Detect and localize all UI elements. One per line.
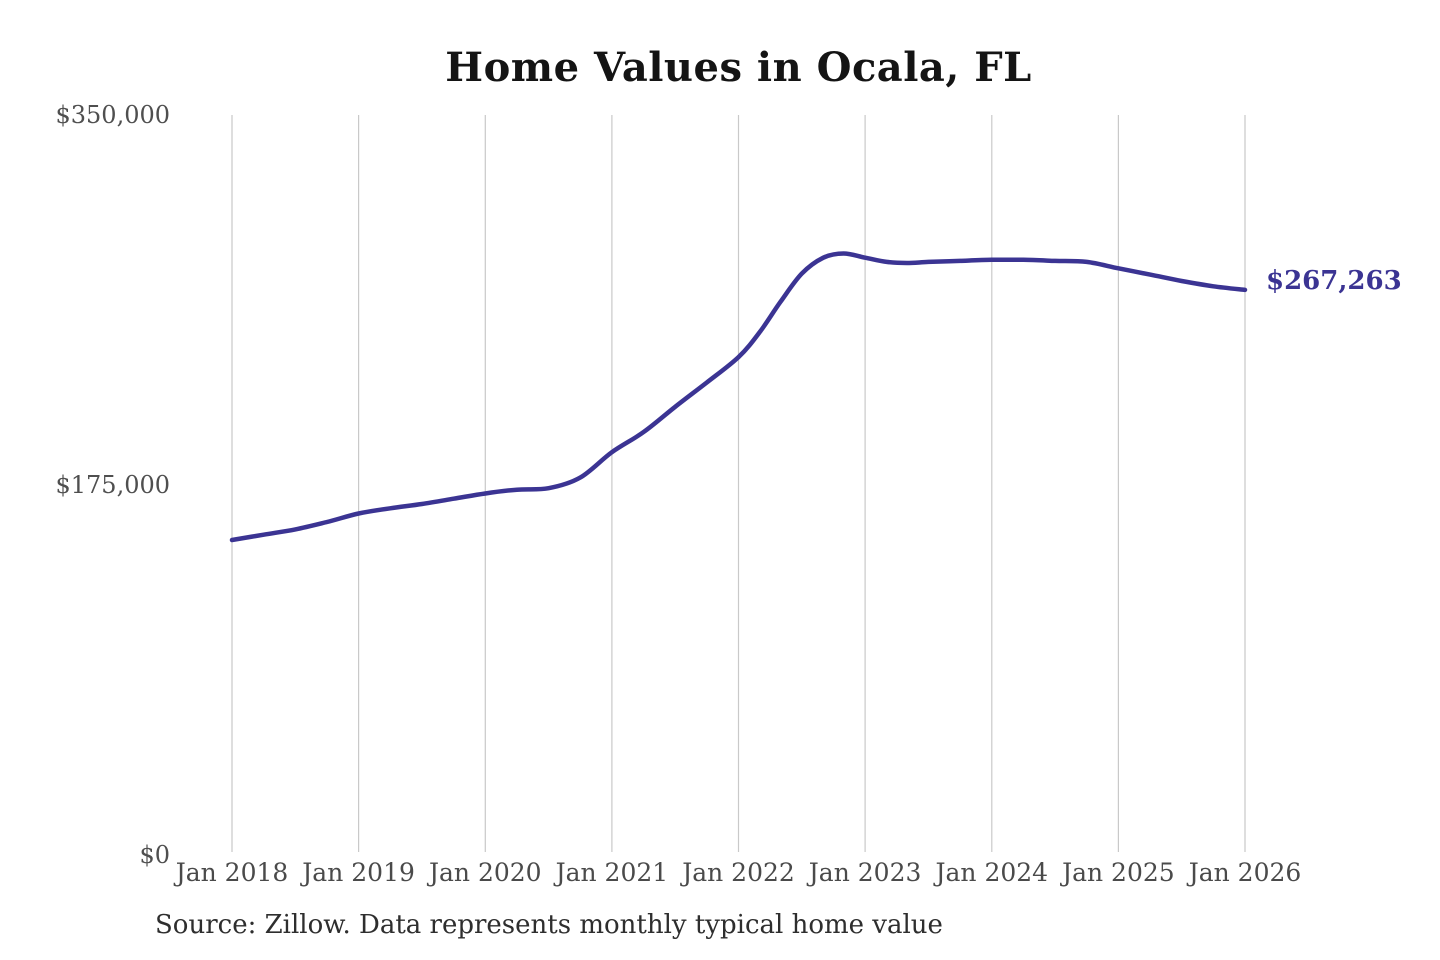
source-note: Source: Zillow. Data represents monthly … bbox=[155, 910, 943, 940]
x-tick-jan-2024: Jan 2024 bbox=[935, 858, 1049, 887]
x-tick-jan-2023: Jan 2023 bbox=[808, 858, 922, 887]
y-tick-350000: $350,000 bbox=[55, 101, 170, 129]
x-tick-jan-2026: Jan 2026 bbox=[1188, 858, 1302, 887]
x-tick-jan-2019: Jan 2019 bbox=[302, 858, 415, 887]
latest-value-annotation: $267,263 bbox=[1266, 266, 1402, 296]
x-tick-jan-2022: Jan 2022 bbox=[682, 858, 795, 887]
x-tick-jan-2025: Jan 2025 bbox=[1062, 858, 1175, 887]
y-tick-0: $0 bbox=[139, 841, 170, 869]
x-tick-jan-2018: Jan 2018 bbox=[175, 858, 289, 887]
chart-title: Home Values in Ocala, FL bbox=[445, 44, 1032, 91]
home-value-line bbox=[229, 251, 1248, 543]
y-tick-175000: $175,000 bbox=[55, 471, 170, 499]
vertical-gridlines bbox=[231, 115, 1246, 852]
x-tick-jan-2020: Jan 2020 bbox=[428, 858, 542, 887]
x-tick-jan-2021: Jan 2021 bbox=[555, 858, 669, 887]
